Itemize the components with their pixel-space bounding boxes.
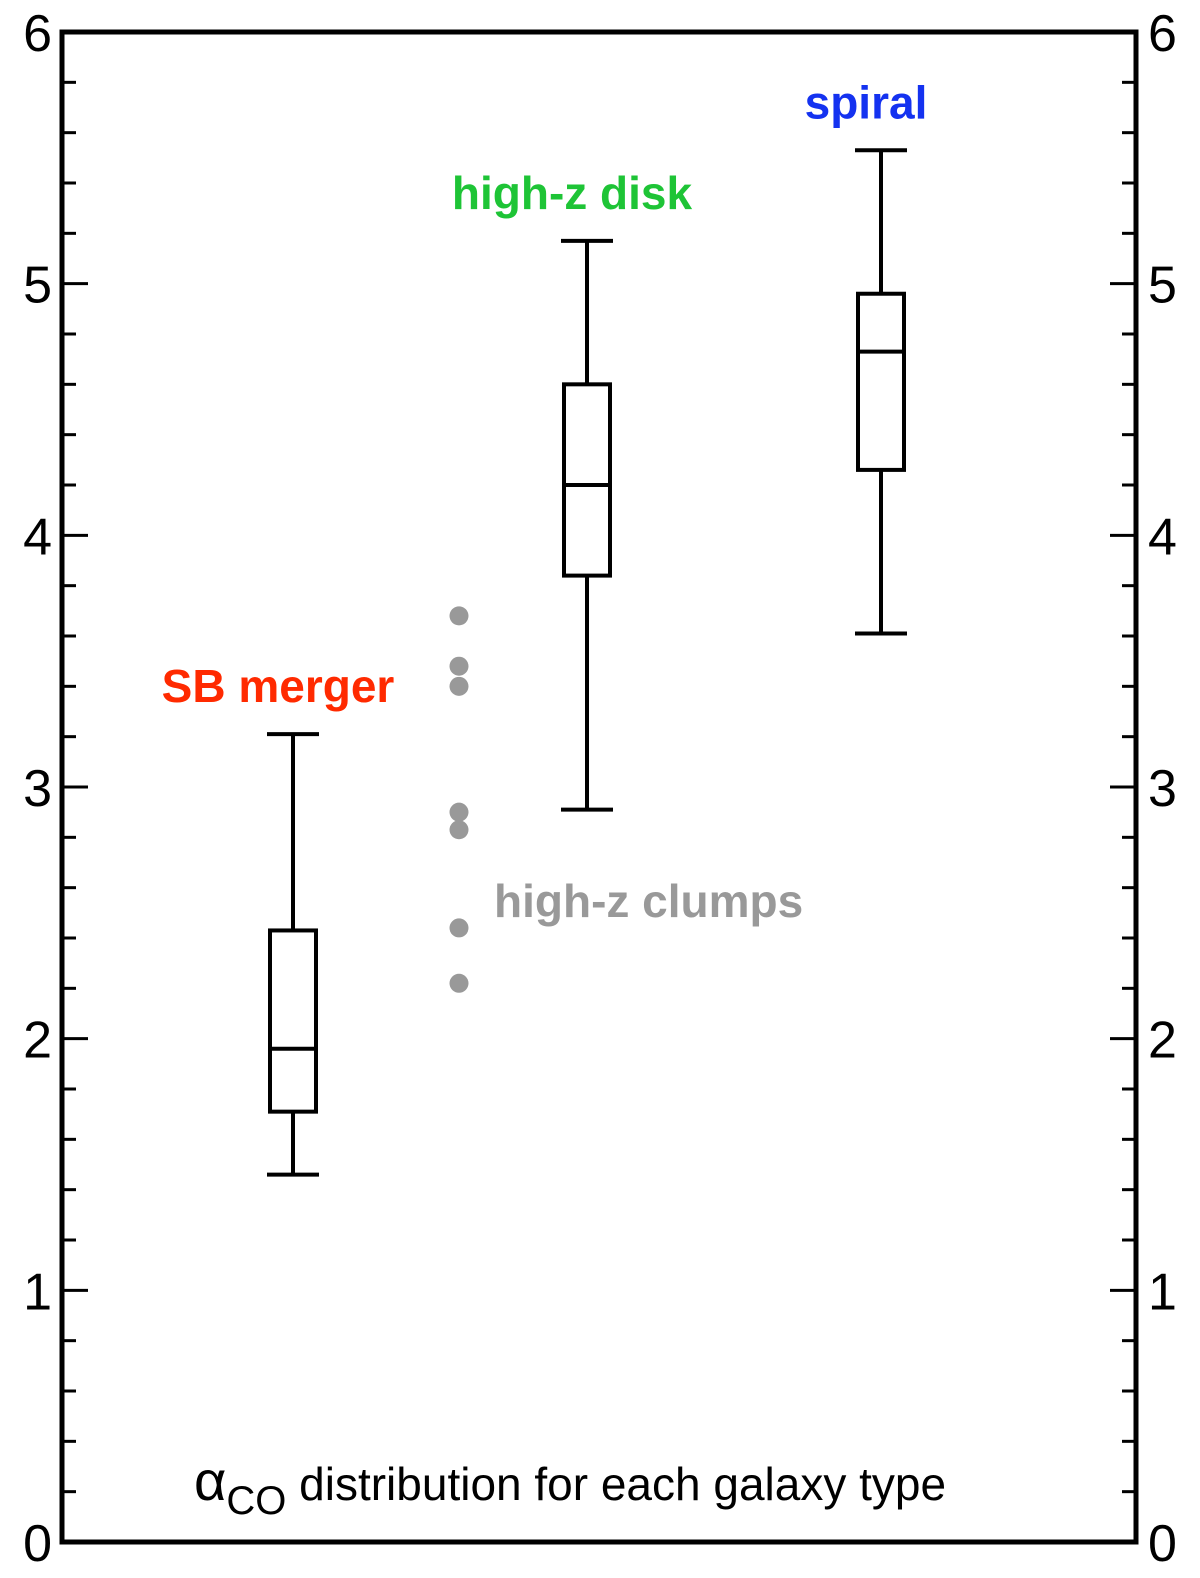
box-sb-merger xyxy=(267,732,319,1177)
y-tick-label-left: 2 xyxy=(23,1012,52,1070)
interquartile-box xyxy=(856,291,906,472)
category-label: high-z disk xyxy=(452,167,693,219)
clumps-label: high-z clumps xyxy=(494,875,803,927)
category-label: spiral xyxy=(805,76,928,128)
alpha-symbol: α xyxy=(194,1449,226,1512)
y-tick-label-right: 3 xyxy=(1148,760,1177,818)
clump-point xyxy=(449,973,469,993)
y-tick-label-right: 2 xyxy=(1148,1012,1177,1070)
clump-point xyxy=(449,918,469,938)
y-tick-label-right: 0 xyxy=(1148,1515,1177,1573)
clump-point xyxy=(449,606,469,626)
axis-ticks: 0 0 1 1 2 2 3 3 4 4 5 5 6 6 xyxy=(23,5,1177,1573)
y-tick-label-left: 5 xyxy=(23,257,52,315)
box-spiral xyxy=(855,148,907,636)
interquartile-box xyxy=(562,382,612,578)
y-tick-label-right: 4 xyxy=(1148,508,1177,566)
co-subscript: CO xyxy=(226,1479,286,1523)
clump-point xyxy=(449,820,469,840)
y-tick-label-left: 4 xyxy=(23,508,52,566)
clump-point xyxy=(449,656,469,676)
y-tick-label-left: 6 xyxy=(23,5,52,63)
category-labels: SB merger high-z disk spiral high-z clumps xyxy=(162,76,928,927)
y-tick-label-right: 5 xyxy=(1148,257,1177,315)
note-text: distribution for each galaxy type xyxy=(299,1458,946,1510)
y-tick-label-left: 3 xyxy=(23,760,52,818)
clump-point xyxy=(449,802,469,822)
clump-points xyxy=(449,606,469,993)
y-tick-label-right: 1 xyxy=(1148,1263,1177,1321)
plot-frame xyxy=(59,29,1139,1545)
y-tick-label-left: 1 xyxy=(23,1263,52,1321)
box-plots xyxy=(267,148,907,1177)
interquartile-box xyxy=(268,928,318,1114)
clump-point xyxy=(449,676,469,696)
distribution-note: αCO distribution for each galaxy type xyxy=(194,1449,946,1523)
box-high-z-disk xyxy=(561,238,613,812)
category-label: SB merger xyxy=(162,660,395,712)
y-tick-label-left: 0 xyxy=(23,1515,52,1573)
y-tick-label-right: 6 xyxy=(1148,5,1177,63)
